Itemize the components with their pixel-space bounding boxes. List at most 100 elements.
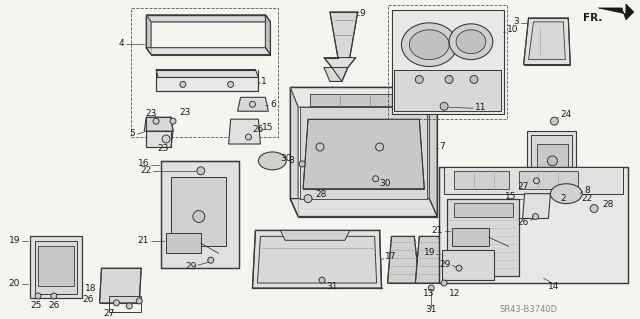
Text: 30: 30 [281,154,292,163]
Polygon shape [442,250,494,280]
Circle shape [246,134,252,140]
Text: 30: 30 [380,179,391,188]
Ellipse shape [410,30,449,60]
Polygon shape [144,117,173,131]
Polygon shape [429,87,437,217]
Text: 15: 15 [505,192,516,201]
Text: 26: 26 [252,125,264,134]
Polygon shape [330,12,358,58]
Text: FR.: FR. [583,13,602,23]
Polygon shape [324,68,348,81]
Text: 16: 16 [138,160,149,168]
Polygon shape [531,135,572,185]
Polygon shape [415,236,444,283]
Polygon shape [524,18,570,64]
Circle shape [372,176,379,182]
Ellipse shape [449,24,493,60]
Polygon shape [529,22,565,60]
Circle shape [113,300,120,306]
Circle shape [428,285,434,291]
Circle shape [445,76,453,84]
Polygon shape [444,167,623,194]
Text: 8: 8 [288,156,294,165]
Polygon shape [237,97,268,111]
Text: 14: 14 [548,282,559,291]
Text: 18: 18 [85,284,97,293]
Polygon shape [303,119,424,189]
Polygon shape [156,70,259,78]
Text: 25: 25 [30,301,42,310]
Circle shape [153,118,159,124]
Text: 10: 10 [507,25,518,34]
Text: 17: 17 [385,252,396,261]
Polygon shape [166,234,201,253]
Text: 24: 24 [561,110,572,119]
Text: 23: 23 [157,145,169,153]
Polygon shape [171,177,226,246]
Ellipse shape [259,152,286,170]
Polygon shape [394,70,500,111]
Bar [38,246,74,286]
Bar [300,107,428,199]
Circle shape [441,280,447,286]
Text: 23: 23 [179,108,190,117]
Circle shape [456,265,462,271]
Circle shape [51,293,57,299]
Text: 23: 23 [145,109,157,118]
Text: 22: 22 [140,166,151,175]
Text: SR43-B3740D: SR43-B3740D [499,305,557,314]
Circle shape [208,257,214,263]
Circle shape [35,293,41,299]
Text: 13: 13 [423,289,435,299]
Circle shape [590,204,598,212]
Circle shape [162,135,170,143]
Polygon shape [447,199,518,276]
Text: 28: 28 [602,200,613,209]
Bar [518,171,578,189]
Text: 12: 12 [449,289,461,299]
Polygon shape [257,236,376,283]
Text: 26: 26 [48,301,60,310]
Text: 4: 4 [119,39,124,48]
Text: 1: 1 [261,77,267,86]
Text: 15: 15 [262,122,274,132]
Text: 20: 20 [9,278,20,287]
Polygon shape [228,119,260,144]
Circle shape [228,81,234,87]
Polygon shape [324,58,356,68]
Polygon shape [146,48,270,55]
Polygon shape [439,167,628,283]
Bar [131,8,278,137]
Circle shape [319,277,325,283]
Polygon shape [392,10,504,114]
Circle shape [250,101,255,107]
Polygon shape [280,230,350,240]
Circle shape [534,178,540,184]
Text: 27: 27 [517,182,529,191]
Polygon shape [290,87,437,107]
Circle shape [415,76,423,84]
Text: 19: 19 [8,236,20,245]
Text: 8: 8 [584,186,590,195]
Polygon shape [598,4,634,20]
Circle shape [532,213,538,219]
Circle shape [193,211,205,222]
Polygon shape [156,78,259,91]
Polygon shape [388,236,419,283]
Text: 26: 26 [82,295,93,304]
Text: 27: 27 [104,309,115,318]
Text: 29: 29 [440,260,451,269]
Text: 19: 19 [424,248,435,257]
Polygon shape [146,15,151,55]
Polygon shape [146,131,171,147]
Polygon shape [161,161,239,268]
Text: 29: 29 [186,262,197,271]
Circle shape [136,298,142,304]
Ellipse shape [456,30,486,54]
Text: 7: 7 [439,143,445,152]
Text: 11: 11 [475,103,486,112]
Circle shape [304,195,312,203]
Text: 28: 28 [315,190,326,199]
Text: 5: 5 [129,129,135,137]
Polygon shape [146,15,270,22]
